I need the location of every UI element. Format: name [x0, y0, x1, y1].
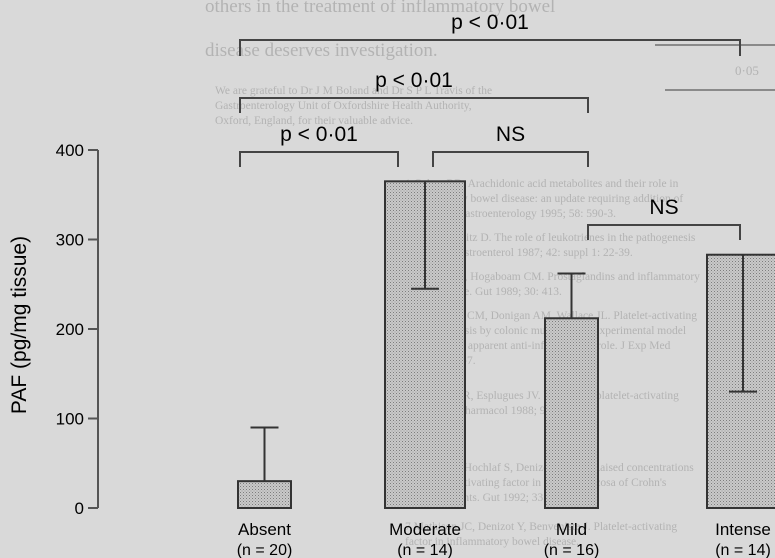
significance-brackets: p < 0·01 p < 0·01 NS p < 0·01 NS — [239, 11, 741, 240]
x-category-label: Intense — [715, 520, 771, 539]
y-axis: 0 100 200 300 400 — [56, 141, 99, 518]
x-category-label: Moderate — [389, 520, 461, 539]
significance-bracket — [587, 224, 741, 240]
y-tick-label: 200 — [56, 320, 84, 339]
bar-mild — [544, 317, 599, 510]
x-category-n: (n = 16) — [544, 542, 600, 558]
x-category-label: Absent — [238, 520, 291, 539]
y-tick-label: 400 — [56, 141, 84, 160]
significance-bracket — [239, 97, 589, 113]
background-rules — [655, 44, 775, 91]
significance-label: NS — [496, 123, 525, 146]
y-tick-label: 0 — [75, 499, 84, 518]
significance-label: p < 0·01 — [451, 11, 529, 34]
significance-label: NS — [649, 196, 678, 219]
y-axis-label: PAF (pg/mg tissue) — [8, 236, 31, 414]
y-tick-label: 100 — [56, 410, 84, 429]
significance-label: p < 0·01 — [280, 123, 358, 146]
bar-absent — [237, 480, 292, 509]
x-category-n: (n = 20) — [237, 542, 293, 558]
significance-bracket — [239, 39, 741, 56]
x-category-n: (n = 14) — [715, 542, 771, 558]
x-category-label: Mild — [556, 520, 587, 539]
y-tick-label: 300 — [56, 231, 84, 250]
x-category-n: (n = 14) — [397, 542, 453, 558]
significance-bracket — [432, 151, 589, 167]
bars — [237, 180, 775, 510]
bar-intense — [706, 253, 775, 509]
x-axis-labels: Absent (n = 20) Moderate (n = 14) Mild (n = 1… — [237, 520, 771, 558]
significance-bracket — [239, 151, 399, 167]
significance-label: p < 0·01 — [375, 69, 453, 92]
